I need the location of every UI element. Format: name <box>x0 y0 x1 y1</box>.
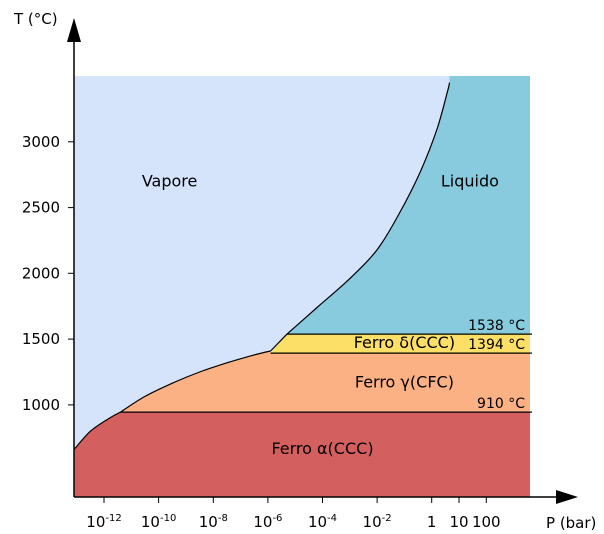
temperature-label: 910 °C <box>477 396 525 412</box>
x-tick-label: 10-10 <box>141 513 176 531</box>
x-axis-title: P (bar) <box>546 514 596 532</box>
region-liquido <box>287 76 530 335</box>
x-axis-arrow-icon <box>556 490 578 504</box>
y-tick-label: 1500 <box>22 330 60 348</box>
boundary-vapor-alpha <box>73 411 121 451</box>
x-tick-label: 10-8 <box>199 513 228 531</box>
region-label: Ferro α(CCC) <box>271 439 373 458</box>
region-label: Vapore <box>142 171 198 190</box>
region-ferro-delta <box>270 334 530 354</box>
region-label: Ferro γ(CFC) <box>355 373 454 392</box>
temperature-label: 1538 °C <box>468 318 525 334</box>
y-tick-label: 3000 <box>22 133 60 151</box>
boundary-vapor-delta <box>270 333 288 352</box>
boundary-vapor-gamma <box>120 350 271 413</box>
y-tick-label: 2000 <box>22 264 60 282</box>
region-label: Liquido <box>441 171 499 190</box>
x-tick-label: 100 <box>472 513 501 531</box>
region-ferro-gamma <box>120 351 531 413</box>
x-tick-label: 10-6 <box>253 513 282 531</box>
boundary-vapor-liquid <box>286 82 451 335</box>
x-tick-label: 1 <box>427 513 437 531</box>
y-axis-title: T (°C) <box>13 10 58 28</box>
region-label: Ferro δ(CCC) <box>354 333 455 352</box>
x-tick-label: 10-4 <box>308 513 337 531</box>
x-tick-label: 10-2 <box>363 513 392 531</box>
x-tick-label: 10 <box>449 513 468 531</box>
y-axis-arrow-icon <box>67 18 81 42</box>
y-tick-label: 2500 <box>22 199 60 217</box>
temperature-label: 1394 °C <box>468 337 525 353</box>
region-ferro-alpha <box>74 412 530 497</box>
y-tick-label: 1000 <box>22 396 60 414</box>
x-tick-label: 10-12 <box>86 513 121 531</box>
